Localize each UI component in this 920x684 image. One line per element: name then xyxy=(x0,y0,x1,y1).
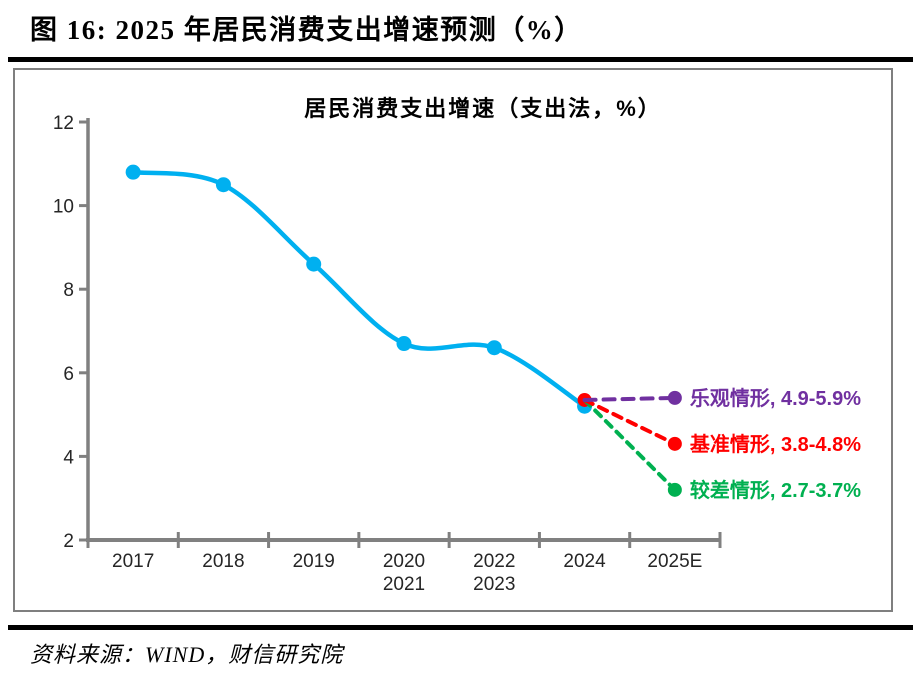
forecast-endpoint-pessimistic xyxy=(667,482,682,497)
y-tick-label: 8 xyxy=(63,280,74,301)
bottom-rule xyxy=(8,625,913,630)
x-tick-label: 2024 xyxy=(563,551,606,572)
forecast-endpoint-optimistic xyxy=(667,390,682,405)
y-tick-label: 2 xyxy=(63,531,74,552)
forecast-line-pessimistic xyxy=(582,397,677,492)
x-tick-label: 2019 xyxy=(293,551,335,572)
x-tick-label: 2017 xyxy=(112,551,154,572)
x-tick-label: 2023 xyxy=(473,574,515,595)
chart-panel: 居民消费支出增速（支出法，%） 2 4 6 8 10 12 2017 2018 2019 2020… xyxy=(13,68,893,612)
series-marker-actual xyxy=(215,177,231,193)
x-tick-label: 2022 xyxy=(473,551,515,572)
series-marker-actual xyxy=(396,336,412,352)
series-marker-actual xyxy=(486,340,502,356)
series-line-actual xyxy=(130,169,587,409)
source-note: 资料来源：WIND，财信研究院 xyxy=(30,642,344,667)
forecast-line-baseline xyxy=(582,397,677,446)
y-tick-label: 6 xyxy=(63,364,74,385)
chart-title: 居民消费支出增速（支出法，%） xyxy=(304,96,662,121)
x-tick-label: 2020 xyxy=(383,551,425,572)
y-tick-label: 12 xyxy=(53,113,74,134)
y-tick-label: 4 xyxy=(63,447,74,468)
forecast-label-optimistic: 乐观情形, 4.9-5.9% xyxy=(690,386,861,410)
forecast-endpoint-baseline xyxy=(667,436,682,451)
forecast-line-optimistic xyxy=(582,395,677,402)
x-tick-label: 2021 xyxy=(383,574,425,595)
forecast-label-pessimistic: 较差情形, 2.7-3.7% xyxy=(690,478,861,502)
series-marker-actual xyxy=(306,256,322,272)
series-marker-actual xyxy=(125,164,141,180)
top-rule xyxy=(8,57,913,62)
x-tick-label: 2025E xyxy=(647,551,702,572)
forecast-label-baseline: 基准情形, 3.8-4.8% xyxy=(690,432,861,456)
figure-title: 图 16: 2025 年居民消费支出增速预测（%） xyxy=(30,15,583,45)
y-tick-label: 10 xyxy=(53,197,74,218)
x-tick-label: 2018 xyxy=(202,551,244,572)
